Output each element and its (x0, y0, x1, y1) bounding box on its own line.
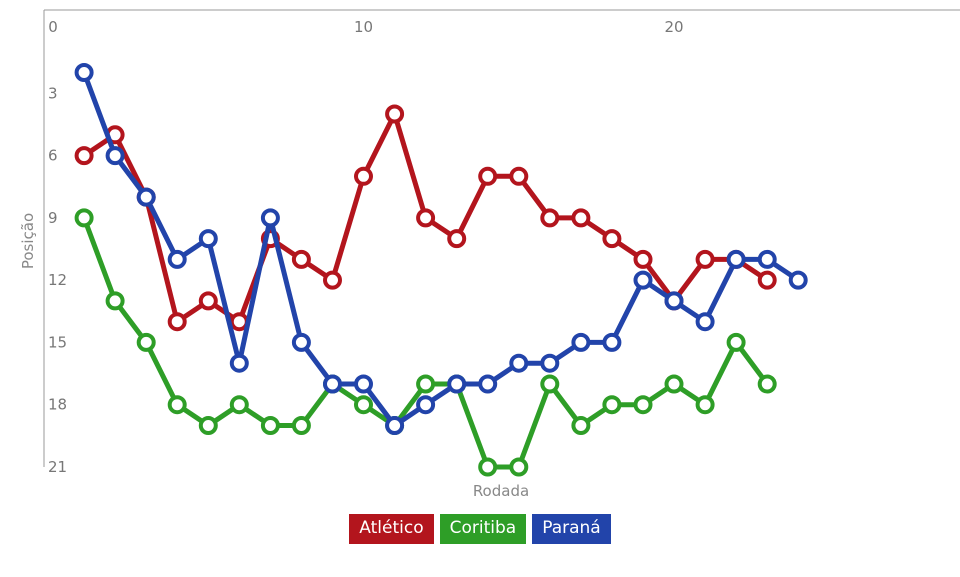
data-point[interactable] (788, 270, 808, 290)
x-axis-title: Rodada (473, 482, 529, 500)
y-tick-label: 18 (48, 396, 67, 414)
data-point[interactable] (726, 332, 746, 352)
data-point[interactable] (509, 166, 529, 186)
line-chart: 0 10 20 3 6 9 12 15 18 21 Rodada Posição (19, 9, 960, 500)
data-point[interactable] (757, 270, 777, 290)
data-point[interactable] (74, 208, 94, 228)
data-point[interactable] (633, 270, 653, 290)
data-point[interactable] (198, 416, 218, 435)
data-point[interactable] (167, 395, 187, 415)
data-point[interactable] (323, 374, 342, 394)
x-tick-label: 0 (48, 18, 58, 36)
legend-item-parana[interactable]: Paraná (532, 514, 611, 544)
data-point[interactable] (229, 353, 249, 373)
y-tick-label: 21 (48, 458, 67, 476)
data-point[interactable] (291, 416, 311, 435)
y-axis-title: Posição (19, 213, 37, 269)
data-point[interactable] (602, 229, 622, 249)
data-point[interactable] (291, 332, 311, 352)
data-point[interactable] (416, 395, 436, 415)
data-point[interactable] (105, 146, 125, 166)
y-axis-ticks: 3 6 9 12 15 18 21 (48, 84, 67, 476)
y-tick-label: 3 (48, 84, 58, 102)
data-point[interactable] (540, 208, 560, 228)
data-point[interactable] (260, 416, 280, 435)
data-point[interactable] (757, 249, 777, 269)
data-point[interactable] (354, 166, 373, 186)
data-point[interactable] (726, 249, 746, 269)
data-point[interactable] (571, 208, 591, 228)
data-point[interactable] (633, 249, 653, 269)
data-point[interactable] (633, 395, 653, 415)
data-point[interactable] (136, 332, 156, 352)
y-tick-label: 9 (48, 209, 58, 227)
y-tick-label: 15 (48, 333, 67, 351)
data-point[interactable] (105, 291, 125, 311)
data-point[interactable] (385, 416, 405, 435)
data-point[interactable] (602, 332, 622, 352)
legend-item-coritiba[interactable]: Coritiba (439, 514, 527, 544)
data-point[interactable] (571, 416, 591, 435)
data-point[interactable] (540, 353, 560, 373)
data-point[interactable] (198, 291, 218, 311)
data-point[interactable] (695, 312, 715, 332)
data-point[interactable] (478, 374, 498, 394)
data-point[interactable] (478, 457, 498, 477)
data-point[interactable] (167, 312, 187, 332)
data-point[interactable] (540, 374, 560, 394)
data-point[interactable] (416, 208, 436, 228)
data-point[interactable] (416, 374, 436, 394)
data-point[interactable] (757, 374, 777, 394)
y-tick-label: 12 (48, 271, 67, 289)
data-point[interactable] (509, 457, 529, 477)
data-point[interactable] (291, 249, 311, 269)
data-point[interactable] (447, 374, 467, 394)
data-point[interactable] (74, 146, 94, 166)
x-tick-label: 10 (354, 18, 373, 36)
y-tick-label: 6 (48, 147, 58, 165)
data-point[interactable] (323, 270, 342, 290)
data-point[interactable] (602, 395, 622, 415)
data-point[interactable] (167, 249, 187, 269)
data-point[interactable] (571, 332, 591, 352)
legend: Atlético Coritiba Paraná (0, 514, 960, 544)
data-point[interactable] (695, 249, 715, 269)
data-point[interactable] (478, 166, 498, 186)
series-group (74, 63, 808, 477)
data-point[interactable] (385, 104, 405, 124)
data-point[interactable] (354, 374, 373, 394)
x-axis-ticks: 0 10 20 (48, 18, 683, 36)
series-line-2 (81, 70, 801, 428)
data-point[interactable] (664, 374, 684, 394)
data-point[interactable] (695, 395, 715, 415)
data-point[interactable] (447, 229, 467, 249)
data-point[interactable] (198, 229, 218, 249)
x-tick-label: 20 (664, 18, 683, 36)
data-point[interactable] (260, 208, 280, 228)
data-point[interactable] (509, 353, 529, 373)
legend-item-atletico[interactable]: Atlético (349, 514, 434, 544)
data-point[interactable] (136, 187, 156, 207)
data-point[interactable] (74, 63, 94, 82)
data-point[interactable] (664, 291, 684, 311)
data-point[interactable] (354, 395, 373, 415)
data-point[interactable] (229, 395, 249, 415)
